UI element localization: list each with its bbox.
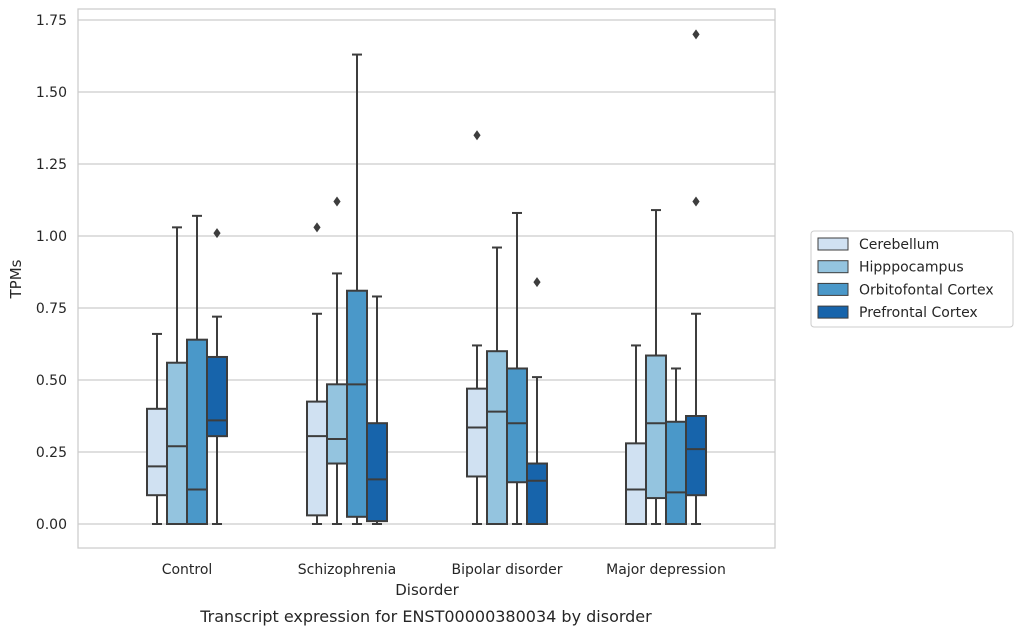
- x-tick-label: Bipolar disorder: [451, 562, 562, 578]
- box-schizophrenia: [306, 222, 328, 525]
- box-schizophrenia: [326, 196, 348, 525]
- box-iqr: [625, 442, 647, 525]
- outlier-point: [313, 222, 321, 233]
- y-axis-title: TPMs: [7, 259, 25, 299]
- box-iqr: [665, 420, 687, 526]
- x-axis-title: Disorder: [395, 581, 459, 599]
- series-prefrontal-cortex: [206, 29, 707, 525]
- box-iqr: [466, 387, 488, 478]
- x-tick-label: Control: [162, 562, 213, 578]
- y-tick-label: 0.75: [36, 301, 67, 317]
- box-iqr: [685, 415, 707, 497]
- box-control: [206, 228, 228, 525]
- y-tick-label: 1.75: [36, 13, 67, 29]
- box-schizophrenia: [346, 53, 368, 525]
- y-axis-ticks: 0.00 0.25 0.50 0.75 1.00 1.25 1.50 1.75: [36, 13, 67, 533]
- legend-swatch: [817, 237, 849, 251]
- box-iqr: [346, 289, 368, 518]
- outlier-point: [333, 196, 341, 207]
- chart-caption: Transcript expression for ENST0000038003…: [199, 607, 652, 626]
- box-major-depression: [685, 29, 707, 525]
- box-control: [146, 332, 168, 525]
- box-control: [166, 226, 188, 525]
- box-bipolar-disorder: [506, 211, 528, 525]
- legend-label: Cerebellum: [859, 237, 939, 253]
- y-tick-label: 0.50: [36, 373, 67, 389]
- box-major-depression: [625, 344, 647, 525]
- box-iqr: [506, 367, 528, 484]
- box-iqr: [186, 338, 208, 525]
- box-iqr: [526, 462, 548, 525]
- y-tick-label: 0.00: [36, 517, 67, 533]
- outlier-point: [692, 29, 700, 40]
- box-plot-groups: [146, 29, 707, 526]
- box-iqr: [366, 422, 388, 523]
- box-iqr: [326, 383, 348, 465]
- legend-label: Hipppocampus: [859, 260, 964, 276]
- box-iqr: [645, 354, 667, 500]
- box-bipolar-disorder: [466, 130, 488, 525]
- y-tick-label: 0.25: [36, 445, 67, 461]
- box-major-depression: [645, 209, 667, 525]
- box-iqr: [146, 407, 168, 497]
- box-bipolar-disorder: [486, 246, 508, 526]
- y-tick-label: 1.50: [36, 85, 67, 101]
- legend-swatch: [817, 260, 849, 274]
- box-iqr: [306, 400, 328, 517]
- outlier-point: [473, 130, 481, 141]
- x-tick-label: Major depression: [606, 562, 726, 578]
- outlier-point: [533, 277, 541, 288]
- legend-label: Orbitofontal Cortex: [859, 282, 994, 298]
- y-tick-label: 1.25: [36, 157, 67, 173]
- legend-swatch: [817, 282, 849, 296]
- legend-swatch: [817, 305, 849, 319]
- box-iqr: [206, 355, 228, 438]
- x-tick-label: Schizophrenia: [298, 562, 396, 578]
- outlier-point: [213, 228, 221, 239]
- box-control: [186, 214, 208, 525]
- box-schizophrenia: [366, 295, 388, 525]
- box-bipolar-disorder: [526, 277, 548, 525]
- series-orbitofontal-cortex: [186, 53, 687, 526]
- x-axis-ticks: Control Schizophrenia Bipolar disorder Majo…: [162, 562, 726, 578]
- outlier-point: [692, 196, 700, 207]
- box-major-depression: [665, 367, 687, 526]
- legend-label: Prefrontal Cortex: [859, 305, 978, 321]
- legend-frame: [810, 230, 1014, 328]
- series-cerebellum: [146, 130, 647, 525]
- box-iqr: [166, 361, 188, 525]
- plot-frame: [77, 8, 776, 549]
- legend: Cerebellum Hipppocampus Orbitofontal Corte…: [810, 230, 1014, 328]
- y-tick-label: 1.00: [36, 229, 67, 245]
- box-iqr: [486, 350, 508, 526]
- series-hipppocampus: [166, 196, 667, 526]
